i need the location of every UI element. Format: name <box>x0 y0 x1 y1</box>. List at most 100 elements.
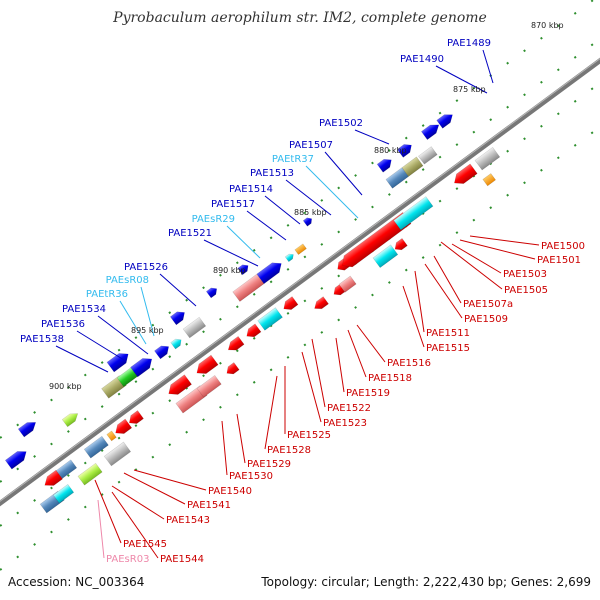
gene-label[interactable]: PAE1503 <box>503 269 547 280</box>
gene-glyph[interactable] <box>4 447 29 470</box>
gene-glyph[interactable] <box>474 146 501 171</box>
leader-line <box>246 210 287 241</box>
gene-glyph[interactable] <box>312 296 329 313</box>
gene-glyph[interactable] <box>232 273 265 302</box>
gene-label[interactable]: PAE1523 <box>323 418 367 429</box>
gene-glyph[interactable] <box>237 262 251 276</box>
gene-glyph[interactable] <box>55 459 78 479</box>
gene-glyph[interactable] <box>103 441 132 467</box>
gene-glyph[interactable] <box>482 173 496 187</box>
gene-glyph[interactable] <box>165 374 192 399</box>
leader-line <box>347 329 367 378</box>
gene-glyph[interactable] <box>106 349 132 373</box>
leader-line <box>76 330 125 361</box>
gene-label[interactable]: PAE1519 <box>346 388 390 399</box>
gene-label[interactable]: PAE1516 <box>387 358 431 369</box>
gene-label[interactable]: PAEtR37 <box>272 154 314 165</box>
gene-label[interactable]: PAE1543 <box>166 515 210 526</box>
leader-line <box>451 243 502 274</box>
gene-glyph[interactable] <box>302 216 314 227</box>
gene-label[interactable]: PAE1489 <box>447 38 491 49</box>
gene-glyph[interactable] <box>257 307 283 331</box>
gene-glyph[interactable] <box>61 410 80 428</box>
gene-label[interactable]: PAE1521 <box>168 228 212 239</box>
gene-label[interactable]: PAE1529 <box>247 459 291 470</box>
gene-glyph[interactable] <box>52 484 75 504</box>
gene-glyph[interactable] <box>17 418 38 438</box>
gene-label[interactable]: PAE1507 <box>289 140 333 151</box>
gene-label[interactable]: PAE1517 <box>211 199 255 210</box>
gene-glyph[interactable] <box>376 156 394 173</box>
gene-glyph[interactable] <box>169 308 187 326</box>
gene-label[interactable]: PAE1526 <box>124 262 168 273</box>
gene-glyph[interactable] <box>83 435 109 459</box>
gene-glyph[interactable] <box>284 252 295 263</box>
gene-glyph[interactable] <box>256 259 285 285</box>
leader-line <box>301 351 322 423</box>
gene-label[interactable]: PAE1522 <box>327 403 371 414</box>
gene-glyph[interactable] <box>436 111 456 129</box>
gene-label[interactable]: PAE1540 <box>208 486 252 497</box>
gene-glyph[interactable] <box>225 335 245 354</box>
gene-label[interactable]: PAE1525 <box>287 430 331 441</box>
gene-glyph[interactable] <box>154 343 171 360</box>
gene-label[interactable]: PAE1515 <box>426 343 470 354</box>
gene-label[interactable]: PAE1541 <box>187 500 231 511</box>
gene-glyph[interactable] <box>112 418 133 437</box>
gene-label[interactable]: PAEsR29 <box>192 214 235 225</box>
gene-glyph[interactable] <box>418 146 438 165</box>
gene-glyph[interactable] <box>126 410 144 427</box>
gene-label[interactable]: PAE1490 <box>400 54 444 65</box>
gene-label[interactable]: PAE1514 <box>229 184 273 195</box>
gene-glyph[interactable] <box>77 462 103 486</box>
gene-glyph[interactable] <box>170 337 184 350</box>
gene-glyph[interactable] <box>224 362 240 376</box>
gene-label[interactable]: PAE1545 <box>123 539 167 550</box>
gene-label[interactable]: PAE1536 <box>41 319 85 330</box>
leader-line <box>159 273 197 307</box>
leader-line <box>305 165 359 219</box>
gene-glyph[interactable] <box>244 323 262 340</box>
gene-glyph[interactable] <box>338 275 357 293</box>
gene-glyph[interactable] <box>401 156 424 177</box>
gene-label[interactable]: PAE1534 <box>62 304 106 315</box>
gene-label[interactable]: PAE1518 <box>368 373 412 384</box>
kbp-scale: 870 kbp 875 kbp 880 kbp 885 kbp 890 kbp … <box>49 21 564 391</box>
leader-line <box>402 285 425 348</box>
gene-glyph[interactable] <box>294 243 307 255</box>
leader-line <box>435 65 488 94</box>
gene-label[interactable]: PAEtR36 <box>86 289 128 300</box>
gene-label[interactable]: PAE1544 <box>160 554 204 565</box>
gene-glyph[interactable] <box>106 430 117 442</box>
gene-label[interactable]: PAE1511 <box>426 328 470 339</box>
gene-label[interactable]: PAE1500 <box>541 241 585 252</box>
gene-glyph[interactable] <box>175 385 208 414</box>
gene-glyph[interactable] <box>182 316 207 339</box>
accession-text: Accession: NC_003364 <box>8 575 144 589</box>
gene-glyph[interactable] <box>451 163 478 188</box>
gene-glyph[interactable] <box>193 354 219 378</box>
gene-label[interactable]: PAE1528 <box>267 445 311 456</box>
gene-glyph[interactable] <box>421 121 441 140</box>
gene-glyph[interactable] <box>205 286 219 299</box>
gene-label[interactable]: PAE1507a <box>463 299 513 310</box>
gene-label[interactable]: PAE1509 <box>464 314 508 325</box>
gene-label[interactable]: PAEsR03 <box>106 554 149 565</box>
gene-glyph[interactable] <box>396 141 414 158</box>
gene-glyph[interactable] <box>372 244 399 268</box>
gene-label[interactable]: PAE1502 <box>319 118 363 129</box>
gene-glyph[interactable] <box>196 374 222 398</box>
gene-label[interactable]: PAE1530 <box>229 471 273 482</box>
gene-label[interactable]: PAE1538 <box>20 334 64 345</box>
gene-glyph[interactable] <box>392 238 408 252</box>
gene-glyph[interactable] <box>393 196 434 231</box>
leader-line <box>469 235 540 246</box>
gene-label[interactable]: PAE1505 <box>504 285 548 296</box>
gene-label[interactable]: PAE1513 <box>250 168 294 179</box>
gene-label[interactable]: PAE1501 <box>537 255 581 266</box>
gene-label[interactable]: PAEsR08 <box>106 275 149 286</box>
gene-glyph[interactable] <box>281 296 299 313</box>
gene-glyph[interactable] <box>130 354 156 378</box>
leader-line <box>226 225 261 259</box>
leader-line <box>236 413 246 464</box>
